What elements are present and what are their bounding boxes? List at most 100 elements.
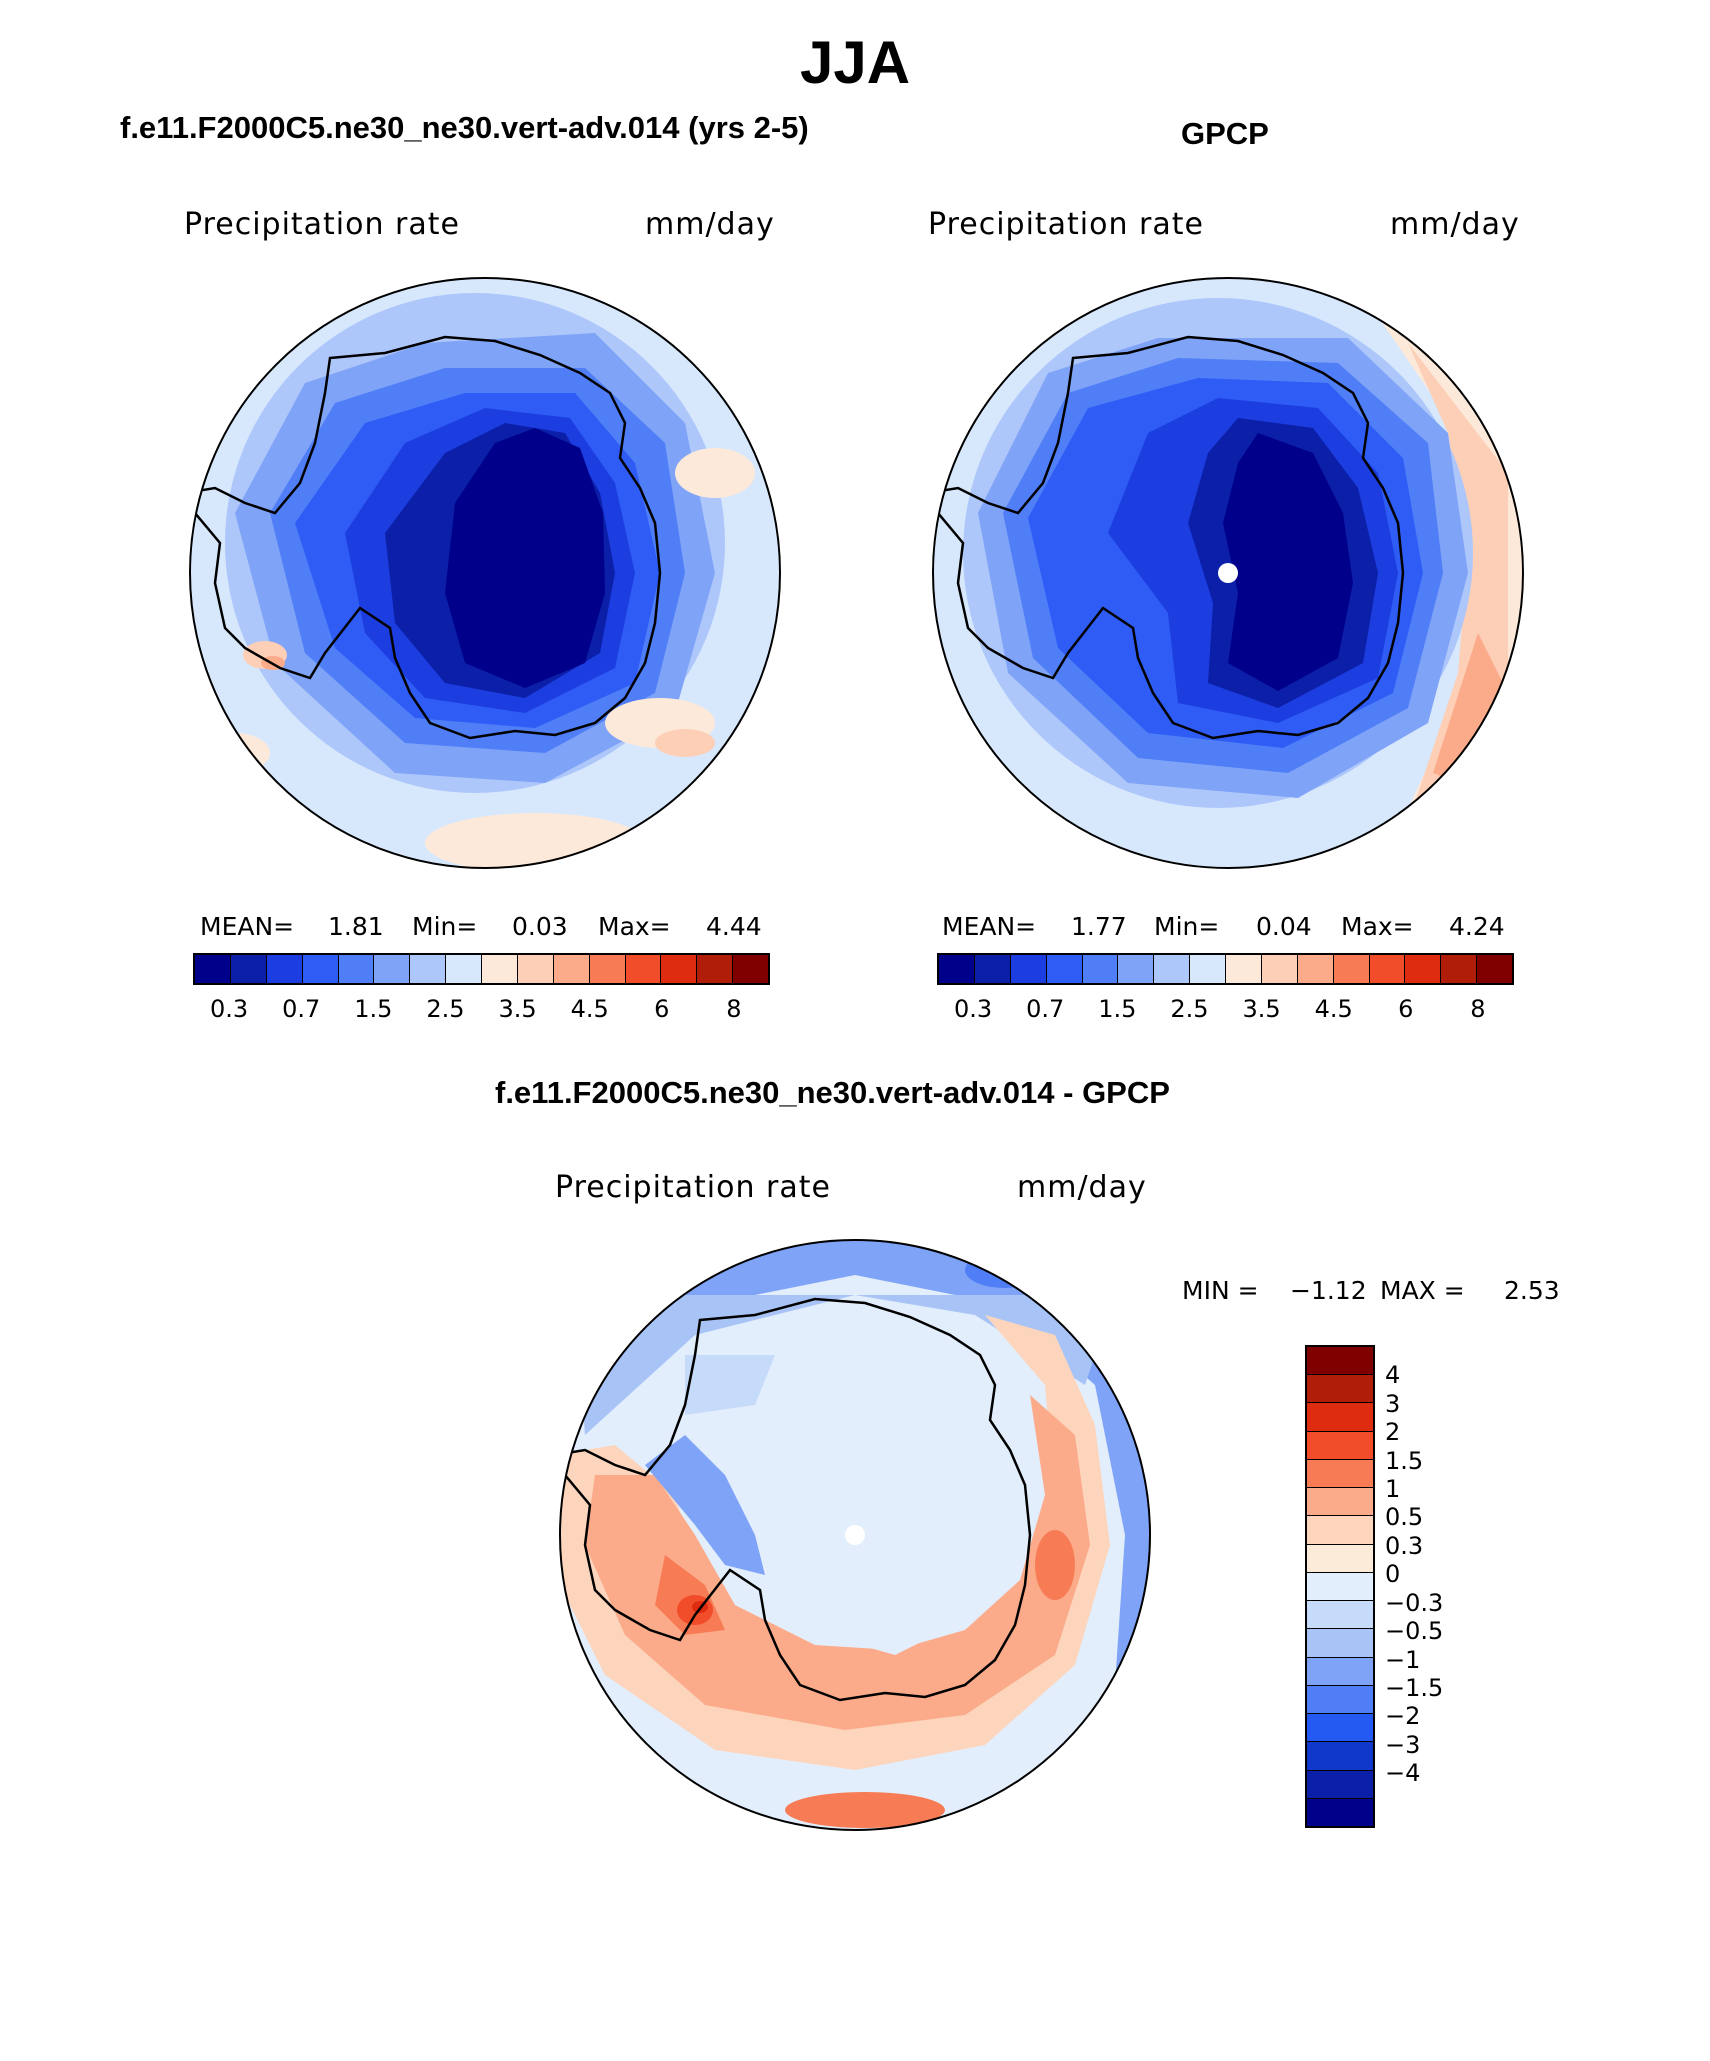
panel2-colorbar-swatch: [974, 955, 1011, 983]
panel3-colorbar-swatch: [1307, 1798, 1373, 1826]
panel2-colorbar-swatch: [1118, 955, 1155, 983]
panel1-colorbar-tick-label: 2.5: [426, 995, 465, 1023]
panel2-colorbar-swatch: [1226, 955, 1262, 983]
panel3-colorbar-tick-label: −1: [1385, 1645, 1421, 1674]
panel1-colorbar-tick-label: 4.5: [570, 995, 609, 1023]
panel3-colorbar-tick-label: 3: [1385, 1389, 1401, 1418]
panel1-mean-label: MEAN=: [200, 912, 295, 941]
panel2-colorbar-swatch: [1441, 955, 1478, 983]
panel3-map: [560, 1240, 1150, 1830]
panel1-colorbar-tick-label: 1.5: [354, 995, 393, 1023]
panel2-colorbar-swatch: [1333, 955, 1370, 983]
panel2-colorbar-swatch: [1154, 955, 1191, 983]
panel2-colorbar-swatch: [1082, 955, 1119, 983]
panel3-case-label: f.e11.F2000C5.ne30_ne30.vert-adv.014 - G…: [495, 1075, 1170, 1110]
panel3-colorbar-swatch: [1307, 1601, 1373, 1630]
panel1-colorbar-swatch: [553, 955, 590, 983]
panel1-colorbar-swatch: [446, 955, 482, 983]
panel2-colorbar-tick-label: 4.5: [1314, 995, 1353, 1023]
panel3-colorbar: [1305, 1345, 1375, 1828]
panel3-colorbar-tick-label: −3: [1385, 1730, 1421, 1759]
panel3-map-border: [559, 1239, 1151, 1831]
panel3-colorbar-swatch: [1307, 1431, 1373, 1460]
panel3-colorbar-swatch: [1307, 1657, 1373, 1686]
panel2-units-label: mm/day: [1390, 207, 1520, 242]
panel1-min-value: 0.03: [512, 912, 568, 941]
pole-marker-icon: [1218, 563, 1238, 583]
panel2-mean-label: MEAN=: [942, 912, 1037, 941]
panel1-max-value: 4.44: [706, 912, 762, 941]
panel2-max-label: Max=: [1341, 912, 1414, 941]
panel3-colorbar-tick-label: −0.5: [1385, 1617, 1444, 1646]
panel2-min-label: Min=: [1154, 912, 1220, 941]
panel3-max-value: 2.53: [1504, 1276, 1560, 1305]
panel1-colorbar-swatch: [661, 955, 698, 983]
panel1-units-label: mm/day: [645, 207, 775, 242]
panel2-max-value: 4.24: [1449, 912, 1505, 941]
panel1-colorbar-swatch: [589, 955, 626, 983]
panel1-colorbar-swatch: [517, 955, 554, 983]
panel1-colorbar-tick-label: 6: [654, 995, 670, 1023]
panel3-colorbar-tick-label: 1.5: [1385, 1446, 1424, 1475]
panel3-colorbar-tick-label: 4: [1385, 1361, 1401, 1390]
panel3-colorbar-swatch: [1307, 1375, 1373, 1404]
panel1-colorbar-tick-label: 0.3: [209, 995, 249, 1023]
panel2-colorbar-swatch: [1261, 955, 1298, 983]
panel3-colorbar-swatch: [1307, 1714, 1373, 1743]
panel3-colorbar-tick-label: 1: [1385, 1475, 1401, 1504]
panel1-colorbar-tick-label: 3.5: [498, 995, 537, 1023]
panel2-map: [933, 278, 1523, 868]
panel2-colorbar-swatch: [1190, 955, 1226, 983]
panel2-colorbar-tick-label: 0.3: [953, 995, 993, 1023]
panel3-colorbar-tick-label: 2: [1385, 1418, 1401, 1447]
panel2-colorbar-tick-label: 0.7: [1026, 995, 1065, 1023]
panel3-variable-label: Precipitation rate: [555, 1170, 831, 1205]
panel1-colorbar-swatch: [410, 955, 447, 983]
panel1-max-label: Max=: [598, 912, 671, 941]
panel3-colorbar-tick-label: 0: [1385, 1560, 1401, 1589]
panel1-colorbar-swatch: [195, 955, 231, 983]
panel2-variable-label: Precipitation rate: [928, 207, 1204, 242]
panel3-colorbar-swatch: [1307, 1544, 1373, 1573]
pole-marker-icon: [845, 1525, 865, 1545]
panel2-min-value: 0.04: [1256, 912, 1312, 941]
panel1-colorbar-tick-label: 8: [726, 995, 742, 1023]
panel3-min-value: −1.12: [1290, 1276, 1367, 1305]
panel1-colorbar-swatch: [338, 955, 375, 983]
panel2-colorbar-swatch: [1477, 955, 1512, 983]
panel2-colorbar: [937, 953, 1514, 985]
panel3-colorbar-swatch: [1307, 1347, 1373, 1376]
panel3-colorbar-swatch: [1307, 1770, 1373, 1799]
page-title: JJA: [799, 29, 911, 96]
panel3-colorbar-tick-label: −0.3: [1385, 1588, 1444, 1617]
panel1-colorbar-swatch: [625, 955, 662, 983]
panel3-colorbar-tick-label: −1.5: [1385, 1673, 1444, 1702]
panel2-colorbar-swatch: [939, 955, 975, 983]
panel1-mean-value: 1.81: [328, 912, 384, 941]
panel1-colorbar-swatch: [302, 955, 339, 983]
panel2-colorbar-tick-label: 6: [1398, 995, 1414, 1023]
panel3-colorbar-tick-label: 0.5: [1385, 1503, 1424, 1532]
panel3-colorbar-tick-label: −4: [1385, 1759, 1421, 1788]
panel2-colorbar-swatch: [1369, 955, 1406, 983]
panel1-colorbar-swatch: [697, 955, 734, 983]
panel1-colorbar-swatch: [230, 955, 267, 983]
panel3-units-label: mm/day: [1017, 1170, 1147, 1205]
panel1-colorbar-swatch: [482, 955, 518, 983]
panel1-colorbar-swatch: [374, 955, 411, 983]
panel3-colorbar-swatch: [1307, 1629, 1373, 1658]
panel3-colorbar-swatch: [1307, 1488, 1373, 1517]
panel2-colorbar-tick-label: 8: [1470, 995, 1486, 1023]
panel3-colorbar-swatch: [1307, 1516, 1373, 1545]
panel3-colorbar-tick-label: 0.3: [1385, 1531, 1424, 1560]
panel3-colorbar-swatch: [1307, 1685, 1373, 1715]
panel2-colorbar-tick-label: 1.5: [1098, 995, 1137, 1023]
panel3-colorbar-swatch: [1307, 1459, 1373, 1489]
panel3-colorbar-tick-label: −2: [1385, 1702, 1421, 1731]
panel2-colorbar-swatch: [1297, 955, 1334, 983]
panel3-min-label: MIN =: [1182, 1276, 1259, 1305]
panel2-colorbar-tick-label: 3.5: [1242, 995, 1281, 1023]
panel1-colorbar-swatch: [733, 955, 768, 983]
panel3-colorbar-swatch: [1307, 1403, 1373, 1432]
